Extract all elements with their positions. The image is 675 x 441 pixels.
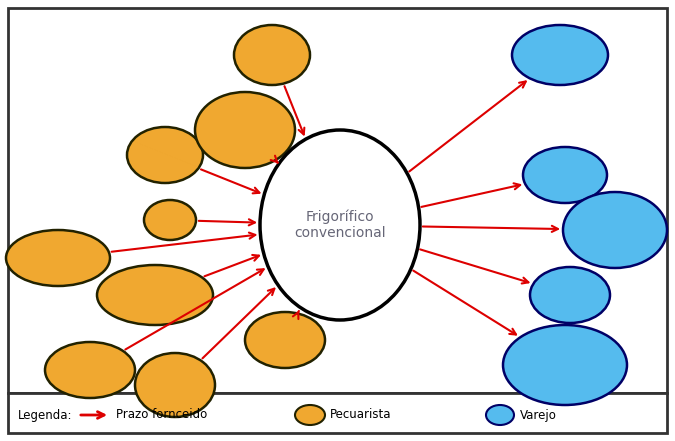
Bar [8, 393, 667, 433]
Text: Legenda:: Legenda: [18, 408, 72, 422]
Ellipse shape [523, 147, 607, 203]
Text: Varejo: Varejo [520, 408, 557, 422]
Bar [8, 8, 667, 393]
Ellipse shape [97, 265, 213, 325]
Ellipse shape [234, 25, 310, 85]
Ellipse shape [295, 405, 325, 425]
Ellipse shape [245, 312, 325, 368]
Ellipse shape [530, 267, 610, 323]
Text: Frigorífico
convencional: Frigorífico convencional [294, 209, 386, 240]
Ellipse shape [195, 92, 295, 168]
Ellipse shape [503, 325, 627, 405]
Text: Pecuarista: Pecuarista [330, 408, 392, 422]
Ellipse shape [135, 353, 215, 417]
Ellipse shape [6, 230, 110, 286]
Ellipse shape [260, 130, 420, 320]
Text: Prazo fornceido: Prazo fornceido [116, 408, 207, 422]
Ellipse shape [486, 405, 514, 425]
Ellipse shape [563, 192, 667, 268]
Ellipse shape [45, 342, 135, 398]
Ellipse shape [144, 200, 196, 240]
Ellipse shape [512, 25, 608, 85]
Ellipse shape [127, 127, 203, 183]
